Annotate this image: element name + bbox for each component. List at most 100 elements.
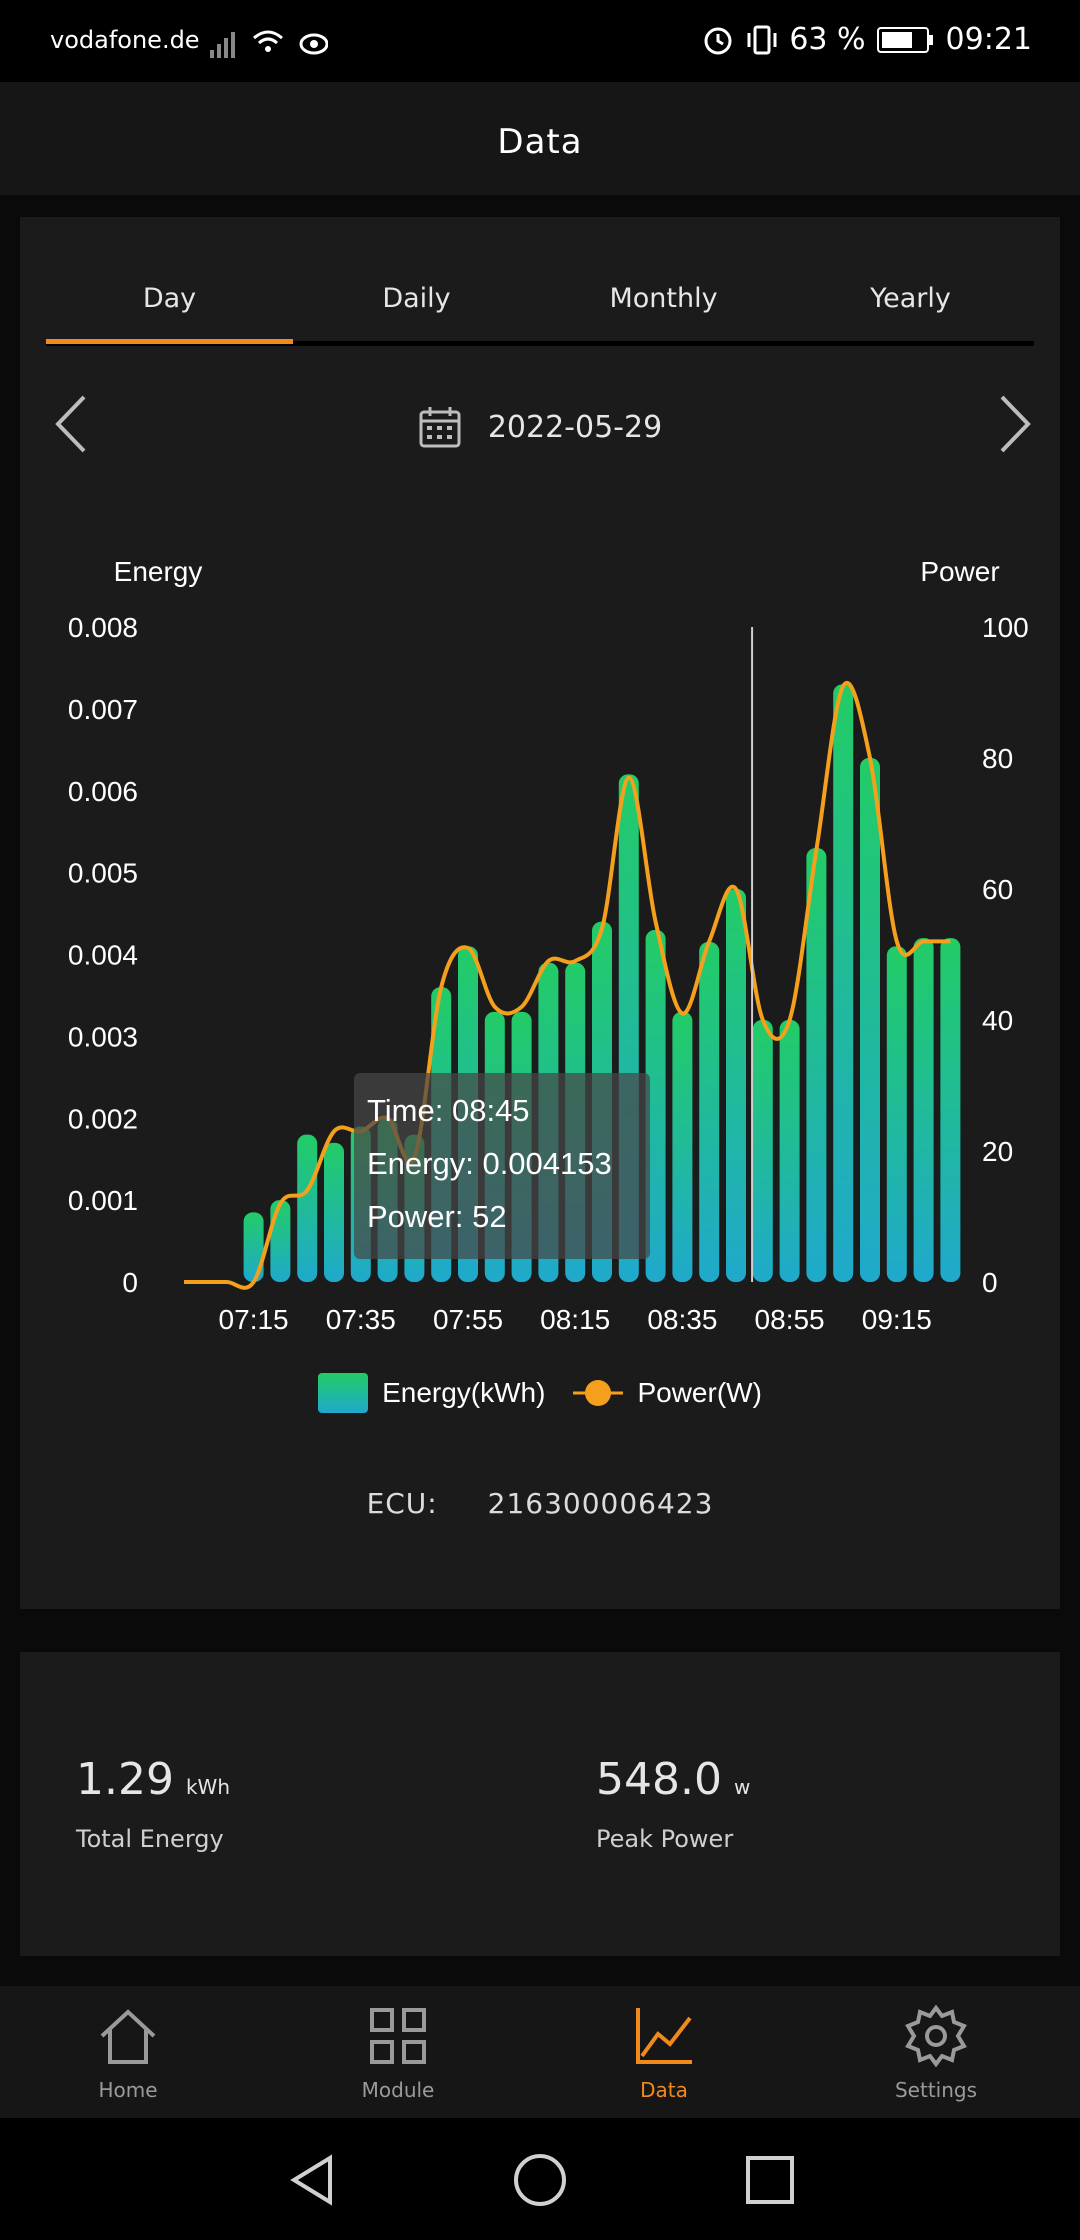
total-energy-unit: kWh	[185, 1775, 231, 1799]
energy-power-chart[interactable]: Energy Power 0 0.001 0.002 0.003 0.004 0.005 0…	[20, 217, 1060, 1367]
total-energy-label: Total Energy	[76, 1825, 224, 1853]
tooltip-energy: Energy: 0.004153	[367, 1146, 612, 1181]
total-energy-stat: 1.29 kWh Total Energy	[76, 1754, 230, 1853]
energy-bar[interactable]	[833, 684, 854, 1282]
energy-bar[interactable]	[726, 889, 746, 1282]
tooltip-time: Time: 08:45	[367, 1093, 530, 1128]
recents-icon[interactable]	[742, 2152, 798, 2208]
chart-icon	[636, 2008, 692, 2064]
power-legend-swatch	[573, 1380, 624, 1406]
ecu-label: ECU:	[366, 1487, 438, 1520]
y-left-tick-label: 0.007	[68, 694, 138, 725]
energy-bar[interactable]	[243, 1212, 264, 1282]
y-right-tick-label: 0	[982, 1267, 998, 1298]
x-tick-label: 09:15	[862, 1304, 932, 1335]
home-icon	[100, 2009, 156, 2064]
y-left-tick-label: 0.002	[68, 1103, 138, 1134]
energy-bar[interactable]	[672, 1011, 693, 1282]
total-energy-value: 1.29	[76, 1754, 174, 1805]
y-left-tick-label: 0.006	[68, 776, 138, 807]
selected-date: 2022-05-29	[487, 409, 663, 445]
y-right-tick-label: 80	[982, 743, 1013, 774]
x-tick-label: 08:15	[540, 1304, 610, 1335]
battery-percent: 63 %	[789, 22, 866, 57]
date-picker[interactable]: 2022-05-29	[20, 405, 1060, 449]
nav-settings-label: Settings	[894, 2078, 978, 2102]
battery-icon	[876, 26, 933, 53]
back-icon[interactable]	[286, 2152, 342, 2208]
y-right-axis-label: Power	[920, 556, 999, 587]
y-left-tick-label: 0.008	[68, 612, 138, 643]
chart-legend: Energy(kWh) Power(W)	[20, 1373, 1060, 1413]
y-left-tick-label: 0.004	[68, 940, 138, 971]
tab-underline	[46, 341, 1034, 346]
y-right-tick-label: 60	[982, 874, 1013, 905]
energy-bar[interactable]	[752, 1020, 773, 1282]
tab-monthly[interactable]: Monthly	[609, 283, 718, 314]
tooltip-power: Power: 52	[367, 1199, 507, 1234]
carrier-name: vodafone.de	[50, 26, 200, 54]
grid-icon	[370, 2008, 426, 2064]
energy-bar[interactable]	[940, 938, 961, 1282]
calendar-icon	[419, 407, 461, 448]
home-circle-icon[interactable]	[512, 2152, 568, 2208]
energy-bar[interactable]	[860, 758, 880, 1282]
legend-power[interactable]: Power(W)	[573, 1373, 762, 1413]
energy-bar[interactable]	[297, 1134, 318, 1282]
tab-active-indicator	[46, 339, 293, 344]
x-tick-label: 08:35	[647, 1304, 717, 1335]
energy-bar[interactable]	[779, 1020, 800, 1282]
nav-data[interactable]: Data	[564, 2004, 764, 2102]
alarm-icon	[704, 27, 732, 54]
x-tick-label: 08:55	[755, 1304, 825, 1335]
status-right: 63 % 09:21	[701, 22, 1032, 57]
gear-icon	[905, 2004, 967, 2068]
tab-bar: Day Daily Monthly Yearly	[46, 277, 1034, 361]
signal-wifi-eye-icons	[210, 30, 328, 58]
energy-bar[interactable]	[886, 946, 907, 1282]
system-navigation-bar	[0, 2118, 1080, 2240]
next-date-button[interactable]	[990, 389, 1038, 459]
y-right-tick-label: 100	[982, 612, 1029, 643]
y-left-tick-label: 0.005	[68, 858, 138, 889]
y-right-tick-label: 40	[982, 1005, 1013, 1036]
status-bar: vodafone.de 63 % 09:21	[0, 0, 1080, 82]
legend-power-label: Power(W)	[637, 1377, 762, 1408]
tab-yearly[interactable]: Yearly	[870, 283, 951, 314]
chart-tooltip: Time: 08:45 Energy: 0.004153 Power: 52	[354, 1073, 650, 1259]
peak-power-unit: w	[733, 1775, 751, 1799]
peak-power-value: 548.0	[596, 1754, 722, 1805]
chart-card: Day Daily Monthly Yearly 2022-05-29 Ener…	[20, 217, 1060, 1609]
nav-home-label: Home	[98, 2078, 158, 2102]
legend-energy-label: Energy(kWh)	[382, 1377, 546, 1408]
nav-module[interactable]: Module	[298, 2004, 498, 2102]
y-left-tick-label: 0.001	[68, 1185, 138, 1216]
legend-energy[interactable]: Energy(kWh)	[318, 1373, 545, 1413]
bottom-navigation: Home Module Data Settings	[0, 1986, 1080, 2118]
power-series-line	[184, 681, 951, 1290]
nav-module-label: Module	[361, 2078, 435, 2102]
energy-bar[interactable]	[913, 938, 934, 1282]
nav-home[interactable]: Home	[28, 2004, 228, 2102]
energy-bar[interactable]	[645, 929, 666, 1282]
x-tick-label: 07:55	[433, 1304, 503, 1335]
x-tick-label: 07:15	[219, 1304, 289, 1335]
nav-data-label: Data	[640, 2078, 688, 2102]
ecu-info: ECU: 216300006423	[20, 1487, 1060, 1520]
tab-day[interactable]: Day	[142, 283, 197, 314]
energy-bar[interactable]	[324, 1142, 344, 1282]
tooltip-box	[354, 1073, 650, 1259]
stats-card: 1.29 kWh Total Energy 548.0 w Peak Power	[20, 1652, 1060, 1956]
energy-bar[interactable]	[699, 941, 720, 1282]
app-bar: Data	[0, 82, 1080, 195]
y-left-tick-label: 0.003	[68, 1021, 138, 1052]
previous-date-button[interactable]	[48, 389, 96, 459]
x-tick-label: 07:35	[326, 1304, 396, 1335]
y-left-tick-label: 0	[122, 1267, 138, 1298]
tab-daily[interactable]: Daily	[382, 283, 451, 314]
nav-settings[interactable]: Settings	[836, 2004, 1036, 2102]
y-right-tick-label: 20	[982, 1136, 1013, 1167]
energy-bar[interactable]	[270, 1200, 291, 1282]
energy-legend-swatch	[318, 1373, 369, 1413]
energy-bar[interactable]	[806, 848, 827, 1282]
